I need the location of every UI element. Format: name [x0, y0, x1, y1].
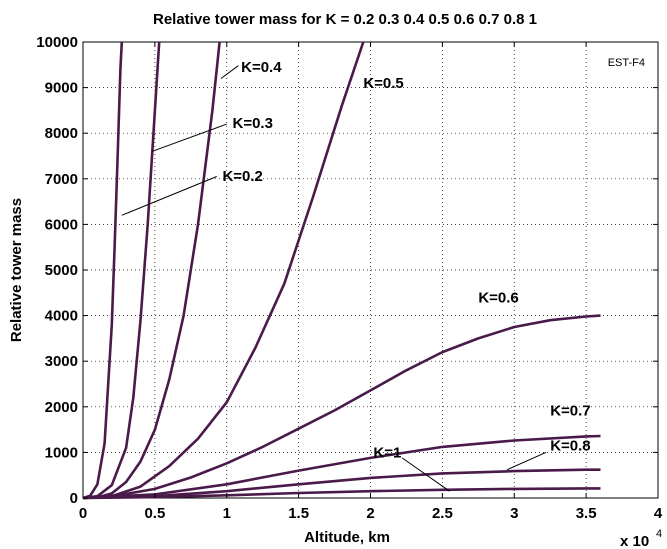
y-tick-label: 7000 [45, 171, 78, 188]
annotation-leaders [121, 65, 547, 492]
x-multiplier-exponent: 4 [656, 528, 662, 540]
annotation-label: K=0.5 [363, 75, 403, 92]
annotation-label: K=1 [373, 444, 401, 461]
annotation-label: K=0.4 [241, 59, 282, 76]
annotation-leader-line [220, 65, 239, 79]
x-tick-labels: 0 0.5 1 1.5 2 2.5 3 3.5 4 [79, 505, 663, 522]
y-tick-label: 1000 [45, 444, 78, 461]
y-tick-label: 5000 [45, 262, 78, 279]
series-line-k-0-6 [82, 314, 601, 500]
x-tick-label: 1 [223, 505, 231, 522]
x-multiplier: x 10 [620, 533, 649, 549]
y-tick-label: 8000 [45, 125, 78, 142]
y-tick-label: 9000 [45, 80, 78, 97]
y-tick-label: 2000 [45, 399, 78, 416]
series-line-k-0-2 [82, 41, 124, 500]
annotation-label: K=0.2 [222, 168, 262, 185]
annotation-label: K=0.3 [233, 115, 273, 132]
series-line-k-0-5 [82, 41, 365, 500]
series-lines [82, 41, 601, 500]
annotation-leader-line [506, 451, 547, 471]
x-tick-label: 2 [366, 505, 374, 522]
series-line-k-0-8 [82, 468, 601, 500]
x-tick-label: 3 [510, 505, 518, 522]
annotation-label: K=0.7 [550, 402, 590, 419]
annotation-leader-line [401, 457, 450, 492]
x-tick-label: 4 [654, 505, 663, 522]
annotation-labels: K=0.4 K=0.5 K=0.3 K=0.2 K=0.6 K=0.7 K=1 K=0.8 [222, 59, 590, 461]
x-tick-label: 3.5 [576, 505, 597, 522]
y-tick-label: 4000 [45, 308, 78, 325]
annotation-label: K=0.6 [478, 289, 518, 306]
x-tick-label: 1.5 [288, 505, 309, 522]
x-axis-label: Altitude, km [304, 529, 390, 546]
y-tick-label: 10000 [36, 34, 78, 51]
y-tick-label: 6000 [45, 216, 78, 233]
series-line-k-0-4 [82, 41, 221, 500]
series-line-k-1 [82, 487, 601, 500]
chart-title: Relative tower mass for K = 0.2 0.3 0.4 … [153, 11, 537, 28]
y-tick-label: 0 [70, 490, 78, 507]
series-line-k-0-7 [82, 434, 601, 500]
annotation-leader-line [151, 123, 227, 152]
series-line-k-0-3 [82, 41, 161, 500]
x-tick-label: 2.5 [432, 505, 453, 522]
y-tick-label: 3000 [45, 353, 78, 370]
annotation-label: K=0.8 [550, 438, 590, 455]
y-axis-label: Relative tower mass [8, 198, 25, 342]
x-tick-label: 0.5 [144, 505, 165, 522]
corner-tag: EST-F4 [608, 57, 645, 69]
axis-ticks [82, 41, 659, 499]
annotation-leader-line [121, 176, 217, 216]
y-tick-labels: 0 1000 2000 3000 4000 5000 6000 7000 8000 9000 100… [36, 34, 78, 507]
x-tick-label: 0 [79, 505, 87, 522]
